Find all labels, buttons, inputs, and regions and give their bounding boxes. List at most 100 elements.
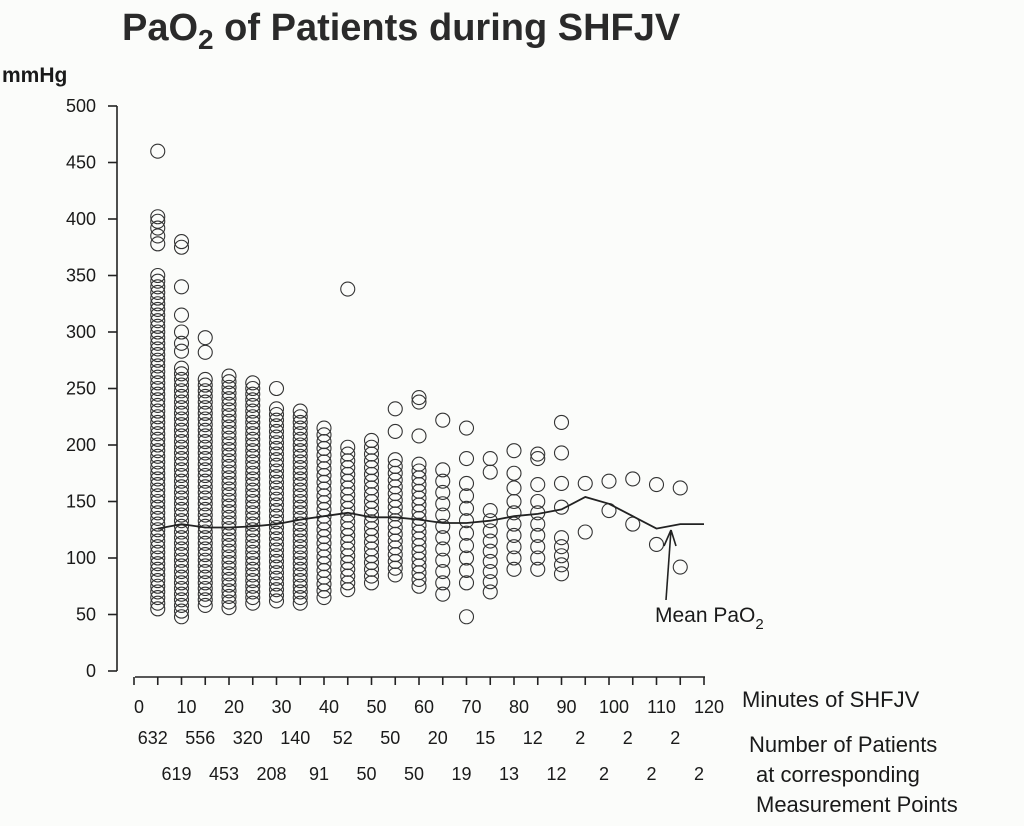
data-point <box>173 371 190 388</box>
data-point <box>553 539 570 555</box>
data-point <box>245 488 261 504</box>
data-point <box>150 533 166 549</box>
data-point <box>458 562 475 578</box>
data-point <box>221 436 237 452</box>
data-point <box>245 544 261 560</box>
data-point <box>411 389 427 406</box>
data-point <box>316 427 332 443</box>
x-axis-label: Minutes of SHFJV <box>742 687 920 712</box>
data-point <box>245 527 261 543</box>
data-point <box>150 267 166 284</box>
data-point <box>221 408 237 424</box>
y-tick-label: 350 <box>66 266 96 286</box>
data-point <box>197 344 213 360</box>
data-point <box>197 417 213 433</box>
data-point <box>197 383 213 399</box>
data-point <box>268 480 285 496</box>
data-point <box>150 279 166 295</box>
data-point <box>458 609 475 625</box>
data-point <box>245 380 261 397</box>
data-point <box>340 439 356 455</box>
data-point <box>268 514 285 530</box>
data-point <box>173 473 190 489</box>
y-tick-label: 150 <box>66 492 96 512</box>
data-point <box>221 538 237 554</box>
data-point <box>268 576 285 592</box>
data-point <box>292 420 308 436</box>
data-point <box>173 496 190 512</box>
data-point <box>530 516 546 532</box>
data-point <box>482 584 498 600</box>
data-point <box>268 531 285 547</box>
data-point <box>150 505 166 521</box>
data-point <box>197 524 213 540</box>
data-point <box>506 539 522 555</box>
data-point <box>197 428 213 444</box>
data-point <box>411 463 427 479</box>
data-point <box>150 567 166 583</box>
data-point <box>672 480 688 496</box>
data-point <box>150 341 166 357</box>
data-point <box>435 575 451 591</box>
data-point <box>150 313 166 329</box>
data-point <box>292 409 308 425</box>
data-point <box>150 482 166 498</box>
data-point <box>577 524 593 540</box>
x-tick-label: 60 <box>414 697 434 717</box>
data-point <box>150 236 166 252</box>
data-point <box>268 542 285 558</box>
data-point <box>221 425 237 441</box>
data-point <box>173 530 190 546</box>
data-point <box>173 417 190 433</box>
data-point <box>221 588 237 604</box>
data-point <box>150 488 166 504</box>
data-point <box>530 476 546 493</box>
data-point <box>245 448 261 464</box>
data-point <box>530 539 546 555</box>
data-point <box>150 358 166 374</box>
data-point <box>221 464 237 480</box>
data-point <box>173 400 190 416</box>
data-point <box>268 435 285 451</box>
mean-label: Mean PaO2 <box>655 604 764 633</box>
patient-count: 208 <box>256 764 286 784</box>
counts-label-line-1: Number of Patients <box>749 732 937 757</box>
data-point <box>506 493 522 510</box>
data-point <box>150 409 166 425</box>
data-point <box>506 465 522 481</box>
data-point <box>197 394 213 410</box>
data-point <box>197 569 213 585</box>
data-point <box>221 368 237 384</box>
data-point <box>292 465 308 481</box>
data-point <box>221 492 237 508</box>
data-point <box>150 386 166 402</box>
data-point <box>245 482 261 498</box>
data-point <box>245 476 261 493</box>
data-point <box>482 574 498 590</box>
data-point <box>435 473 451 489</box>
data-point <box>245 533 261 549</box>
data-point <box>482 502 498 519</box>
data-point <box>150 273 166 289</box>
data-point <box>292 567 308 583</box>
data-point <box>530 446 546 462</box>
data-point <box>173 439 190 455</box>
data-point <box>435 541 451 557</box>
patient-count: 2 <box>599 764 609 784</box>
data-point <box>197 400 213 416</box>
patient-count: 50 <box>356 764 376 784</box>
x-tick-label: 0 <box>134 697 144 717</box>
data-point <box>435 586 451 602</box>
data-point <box>150 522 166 538</box>
data-point <box>292 482 308 498</box>
data-point <box>363 432 380 449</box>
data-point <box>197 473 213 489</box>
data-point <box>221 600 237 616</box>
x-tick-label: 70 <box>461 697 481 717</box>
data-point <box>506 561 522 577</box>
data-point <box>530 561 546 577</box>
data-point <box>173 422 190 438</box>
patient-count: 50 <box>404 764 424 784</box>
patient-count: 320 <box>233 728 263 748</box>
data-point <box>245 420 261 436</box>
